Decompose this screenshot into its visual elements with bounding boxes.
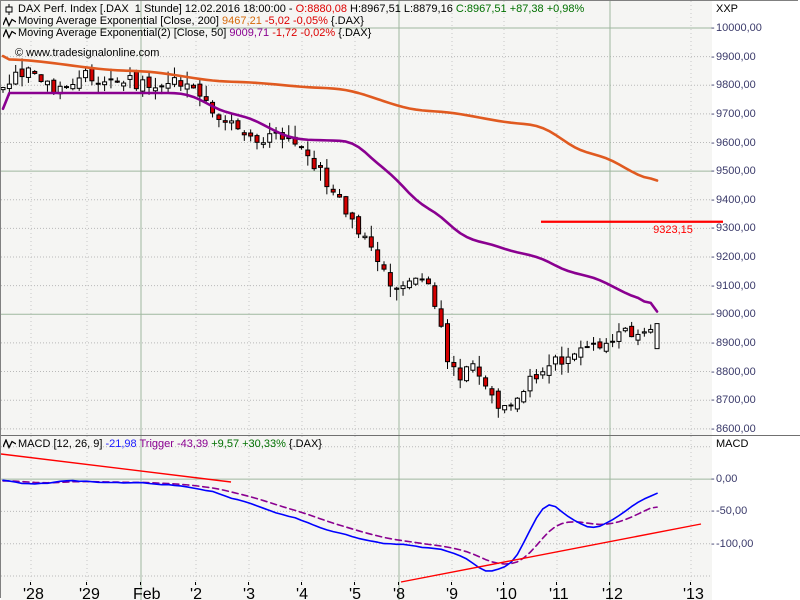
- svg-text:9323,15: 9323,15: [653, 224, 693, 236]
